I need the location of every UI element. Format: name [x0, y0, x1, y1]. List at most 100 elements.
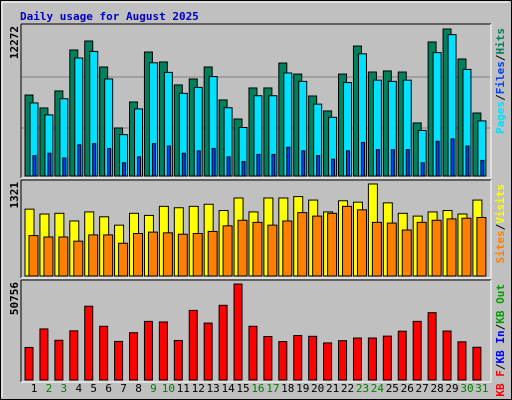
- bar: [371, 221, 382, 277]
- bar: [77, 144, 82, 177]
- chart-title: Daily usage for August 2025: [20, 10, 199, 23]
- x-tick-label: 22: [341, 382, 354, 395]
- legend: Pages/Files/Hits: [494, 28, 507, 134]
- bar: [338, 340, 348, 381]
- x-tick-label: 11: [177, 382, 190, 395]
- bar: [316, 155, 321, 177]
- legend-separator: /: [494, 363, 507, 370]
- y-max-label: 12272: [8, 26, 21, 59]
- bar: [412, 320, 422, 381]
- x-tick-label: 14: [221, 382, 235, 395]
- bar: [472, 346, 482, 381]
- x-tick-label: 21: [326, 382, 339, 395]
- x-tick-label: 17: [266, 382, 279, 395]
- bar: [286, 146, 291, 177]
- legend-item: Files: [494, 61, 507, 94]
- legend-separator: /: [494, 323, 507, 330]
- bar: [308, 335, 318, 381]
- bar: [267, 224, 278, 277]
- bar: [162, 232, 173, 277]
- bar: [367, 337, 377, 381]
- bar: [420, 162, 425, 177]
- bar: [222, 225, 233, 277]
- bar: [465, 145, 470, 177]
- bar: [62, 157, 67, 177]
- bar: [442, 330, 452, 381]
- bar: [416, 221, 427, 277]
- bar: [342, 205, 353, 277]
- bar: [263, 335, 273, 381]
- bar: [203, 322, 213, 381]
- x-tick-label: 13: [207, 382, 220, 395]
- x-tick-label: 8: [135, 382, 142, 395]
- bar: [476, 216, 487, 277]
- bar: [196, 150, 201, 177]
- bar: [147, 231, 158, 277]
- bar: [252, 221, 263, 277]
- bar: [211, 147, 216, 177]
- bar: [386, 222, 397, 277]
- x-tick-label: 3: [61, 382, 68, 395]
- x-tick-label: 31: [475, 382, 488, 395]
- x-tick-label: 30: [460, 382, 473, 395]
- legend: KB F/KB In/KB Out: [494, 284, 507, 397]
- bar: [382, 335, 392, 381]
- x-tick-label: 18: [281, 382, 294, 395]
- legend-separator: /: [494, 94, 507, 101]
- bar: [401, 229, 412, 277]
- bar: [390, 149, 395, 177]
- x-tick-label: 7: [120, 382, 127, 395]
- bar: [137, 156, 142, 177]
- legend-item: KB In: [494, 330, 507, 363]
- bar: [282, 220, 293, 277]
- x-tick-label: 27: [416, 382, 429, 395]
- x-tick-label: 9: [150, 382, 157, 395]
- legend-item: KB F: [494, 370, 507, 397]
- bar: [346, 150, 351, 177]
- bar: [69, 330, 79, 381]
- bar: [43, 236, 54, 277]
- bar: [397, 330, 407, 381]
- bar: [166, 145, 171, 177]
- x-tick-label: 4: [75, 382, 82, 395]
- bar: [92, 143, 97, 177]
- bar: [278, 341, 288, 381]
- bar: [47, 152, 52, 177]
- legend-separator: /: [494, 54, 507, 61]
- bar: [88, 234, 99, 277]
- bar: [122, 162, 127, 177]
- x-tick-label: 28: [430, 382, 443, 395]
- bar: [312, 215, 323, 277]
- bar: [32, 155, 37, 177]
- y-max-label: 50756: [8, 282, 21, 315]
- bar: [28, 235, 39, 277]
- x-tick-label: 19: [296, 382, 309, 395]
- bar: [177, 233, 188, 277]
- bar: [143, 320, 153, 381]
- bar: [256, 153, 261, 177]
- bar: [54, 339, 64, 381]
- x-tick-label: 12: [192, 382, 205, 395]
- x-tick-label: 6: [105, 382, 112, 395]
- x-tick-label: 5: [90, 382, 97, 395]
- bar: [103, 234, 114, 277]
- bar: [237, 219, 248, 277]
- bar: [181, 152, 186, 177]
- x-tick-label: 1: [31, 382, 38, 395]
- legend-item: Sites: [494, 230, 507, 263]
- x-tick-label: 24: [371, 382, 385, 395]
- bar: [446, 218, 457, 277]
- legend-item: Visits: [494, 184, 507, 224]
- bar: [450, 138, 455, 177]
- bar: [457, 341, 467, 381]
- bar: [233, 283, 243, 381]
- bar: [480, 159, 485, 177]
- bar: [356, 209, 367, 277]
- bar: [99, 325, 109, 381]
- bar: [427, 312, 437, 381]
- bar: [39, 328, 49, 381]
- x-tick-label: 20: [311, 382, 324, 395]
- bar: [301, 150, 306, 177]
- bar: [151, 143, 156, 177]
- bar: [352, 337, 362, 381]
